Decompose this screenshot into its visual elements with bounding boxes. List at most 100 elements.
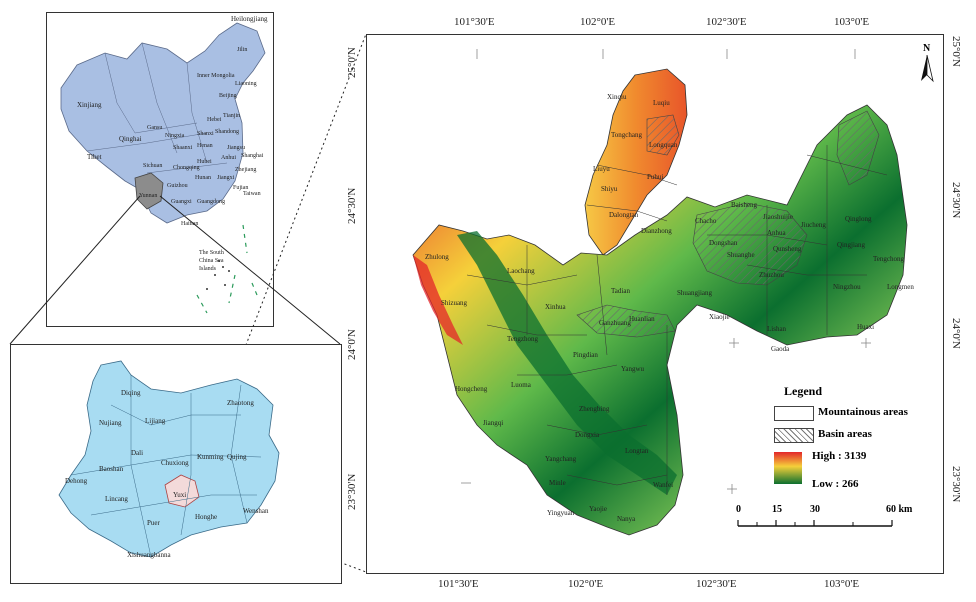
yunnan-label-1: Nujiang: [99, 419, 122, 427]
county-label-21: Tadian: [611, 287, 630, 295]
county-label-32: Lishan: [767, 325, 787, 333]
china-label-24: Jiangxi: [217, 175, 235, 181]
elevation-map: [412, 49, 908, 536]
china-label-11: Shandong: [215, 129, 239, 135]
county-label-47: Tengzhong: [507, 335, 539, 343]
top-tick-1: 102°0'E: [580, 16, 616, 28]
county-label-2: Tongchang: [611, 131, 643, 139]
main-map-panel: N Xinqiu Luqiu Tongchang Longquan Liuyu …: [366, 34, 944, 574]
yunnan-label-8: Qujing: [227, 453, 247, 461]
china-label-16: Anhui: [221, 155, 236, 161]
county-label-29: Qinglong: [845, 215, 872, 223]
county-label-8: Dianzhong: [641, 227, 672, 235]
yunnan-label-3: Zhaotong: [227, 399, 254, 407]
county-label-10: Baisheng: [731, 201, 758, 209]
legend-mountain-swatch: [774, 406, 814, 421]
yunnan-label-6: Chuxiong: [161, 459, 189, 467]
china-label-32: The South China Sea Islands: [199, 250, 224, 272]
county-label-9: Chacho: [695, 217, 717, 225]
china-label-13: Shaanxi: [173, 145, 193, 151]
china-label-21: Hubei: [197, 159, 212, 165]
county-label-7: Dalongtan: [609, 211, 639, 219]
county-label-33: Gaoda: [771, 345, 790, 353]
china-label-29: Guangdong: [197, 199, 225, 205]
china-label-20: Chongqing: [173, 165, 200, 171]
county-label-20: Xinhua: [545, 303, 566, 311]
county-label-41: Yingyuan: [547, 509, 575, 517]
county-label-4: Liuyu: [593, 165, 610, 173]
yunnan-label-9: Dehong: [65, 477, 88, 485]
china-label-22: Zhejiang: [235, 167, 257, 173]
china-label-12: Qinghai: [119, 135, 142, 143]
china-label-27: Yunnan: [139, 193, 158, 199]
china-label-6: Gansu: [147, 125, 163, 131]
yunnan-inset-panel: Diqing Nujiang Lijiang Zhaotong Dali Bao…: [10, 344, 342, 584]
county-label-44: Wanfei: [653, 481, 674, 489]
yunnan-label-12: Honghe: [195, 513, 218, 521]
china-label-25: Guizhou: [167, 183, 188, 189]
china-label-8: Hebei: [207, 117, 222, 123]
county-label-0: Xinqiu: [607, 93, 627, 101]
basin-northeast: [836, 110, 880, 186]
county-label-12: Jiucheng: [801, 221, 826, 229]
county-label-40: Jiangqi: [483, 419, 504, 427]
bottom-tick-2: 102°30'E: [696, 578, 737, 590]
yunnan-label-7: Kunming: [197, 453, 224, 461]
top-tick-3: 103°0'E: [834, 16, 870, 28]
yunnan-label-0: Diqing: [121, 389, 141, 397]
county-label-37: Dongxia: [575, 431, 600, 439]
yunnan-label-11: Yuxi: [173, 491, 187, 499]
bottom-tick-0: 101°30'E: [438, 578, 479, 590]
county-label-28: Tengchong: [873, 255, 905, 263]
county-label-11: Jiaoshuijie: [763, 213, 793, 221]
legend-basin-swatch: [774, 428, 814, 443]
china-label-10: Shanxi: [197, 131, 214, 137]
legend-high-label: High : 3139: [812, 450, 867, 462]
county-label-24: Qingjiang: [837, 241, 865, 249]
yunnan-label-15: Xishuangbanna: [127, 551, 171, 559]
yunnan-outline: [58, 360, 280, 558]
china-label-30: Taiwan: [243, 191, 261, 197]
yunnan-label-14: Puer: [147, 519, 160, 527]
china-label-9: Ningxia: [165, 133, 185, 139]
right-tick-0: 25°0'N: [950, 36, 962, 67]
county-label-48: Luoma: [511, 381, 531, 389]
top-tick-0: 101°30'E: [454, 16, 495, 28]
county-label-34: Zhuzhou: [759, 271, 784, 279]
legend-title: Legend: [784, 384, 823, 398]
county-label-45: Longmen: [887, 283, 914, 291]
county-label-26: Pingdian: [573, 351, 598, 359]
county-label-6: Shiyu: [601, 185, 618, 193]
china-label-0: Heilongjiang: [231, 15, 268, 23]
bottom-tick-1: 102°0'E: [568, 578, 604, 590]
north-lobe: [584, 68, 688, 256]
china-label-15: Jiangsu: [227, 145, 245, 151]
china-inset-panel: Heilongjiang Jilin Inner Mongolia Liaoni…: [46, 12, 274, 327]
county-label-16: Qunsheng: [773, 245, 802, 253]
right-tick-3: 23°30'N: [950, 466, 962, 503]
county-label-15: Shuanghe: [727, 251, 755, 259]
county-label-49: Zhengbing: [579, 405, 610, 413]
china-label-3: Liaoning: [235, 81, 257, 87]
legend-basin-label: Basin areas: [818, 428, 872, 440]
china-label-28: Guangxi: [171, 199, 192, 205]
county-label-5: Puhui: [647, 173, 664, 181]
county-label-13: Anhua: [767, 229, 786, 237]
china-label-1: Jilin: [237, 47, 248, 53]
yunnan-map: [58, 360, 280, 558]
county-label-35: Ganzhuang: [599, 319, 631, 327]
legend-low-label: Low : 266: [812, 478, 859, 490]
county-label-42: Yaojie: [589, 505, 607, 513]
right-tick-1: 24°30'N: [950, 182, 962, 219]
county-label-17: Zhulong: [425, 253, 449, 261]
yunnan-label-10: Lincang: [105, 495, 128, 503]
county-label-36: Longtan: [625, 447, 649, 455]
basin-longquan: [646, 114, 680, 156]
legend: Legend Mountainous areas Basin areas Hig…: [772, 384, 942, 504]
county-label-39: Minle: [549, 479, 566, 487]
top-tick-2: 102°30'E: [706, 16, 747, 28]
china-label-17: Shanghai: [241, 153, 264, 159]
county-label-14: Dongshan: [709, 239, 738, 247]
county-label-27: Yangwu: [621, 365, 645, 373]
county-label-25: Shizuang: [441, 299, 468, 307]
